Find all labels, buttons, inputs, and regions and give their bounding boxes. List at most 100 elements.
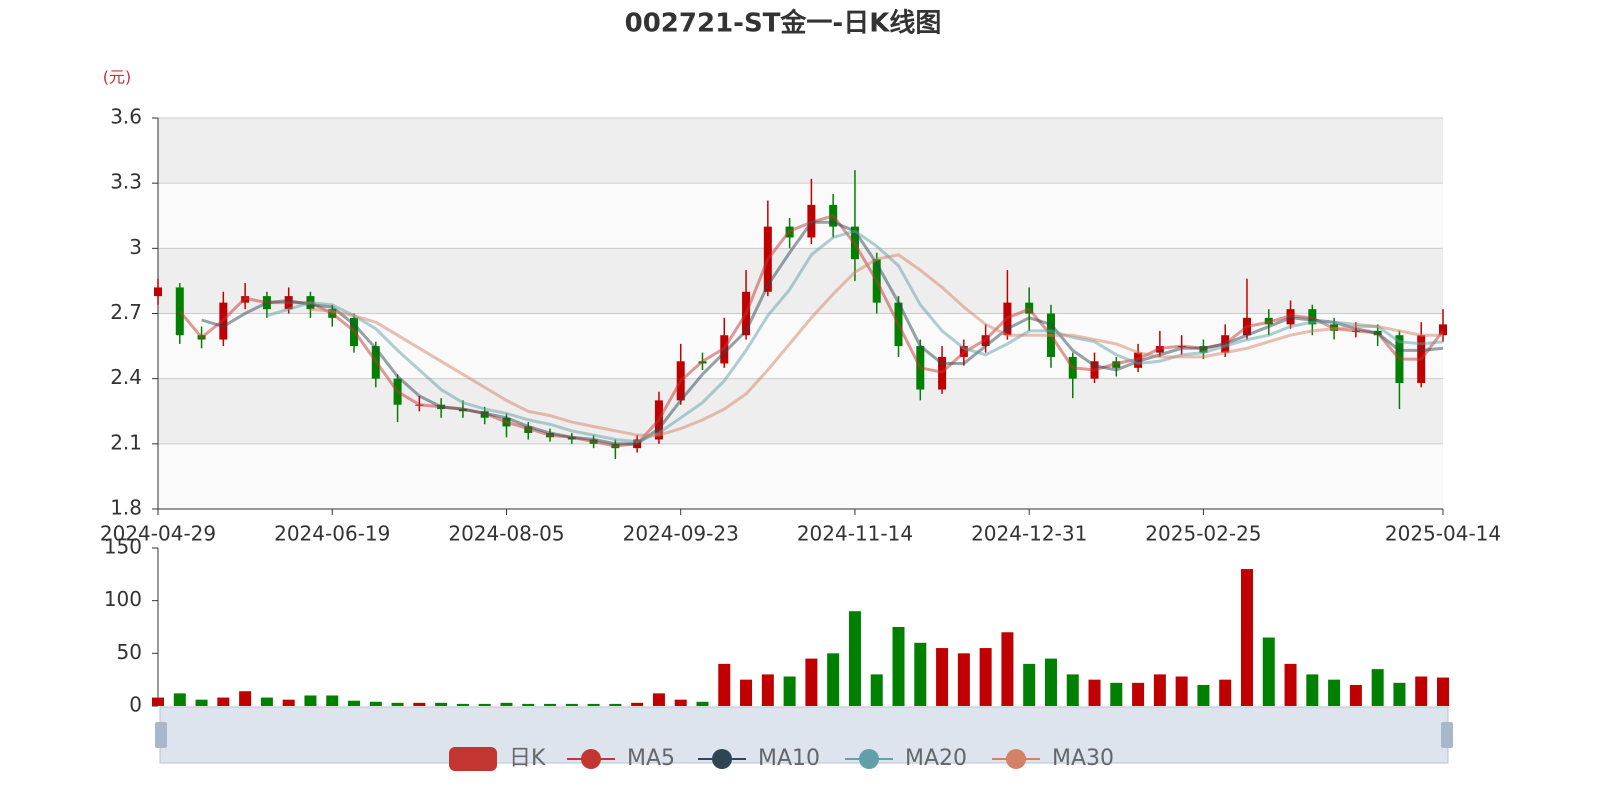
legend-swatch (581, 749, 601, 769)
volume-bar (348, 700, 361, 706)
volume-bar (260, 697, 273, 706)
ma-line (201, 220, 1444, 446)
volume-bar (391, 702, 404, 706)
candle-body (1439, 324, 1447, 336)
volume-bar (369, 701, 382, 706)
volume-bar (718, 663, 731, 706)
volume-bar (783, 676, 796, 706)
volume-bar (1153, 674, 1166, 706)
volume-bar (740, 679, 753, 706)
volume-bar (1132, 682, 1145, 706)
legend-swatch (449, 747, 497, 771)
legend-label: MA5 (627, 746, 675, 771)
legend-swatch (1006, 749, 1026, 769)
y-unit: (元) (103, 68, 132, 87)
volume-bar (195, 699, 208, 706)
slider-handle[interactable] (1441, 722, 1453, 748)
x-tick-label: 2024-06-19 (274, 522, 390, 546)
x-tick-label: 2024-04-29 (100, 522, 216, 546)
y-tick-label: 1.8 (110, 496, 142, 520)
volume-bar (500, 702, 513, 706)
volume-bar (1415, 676, 1428, 706)
slider-track[interactable] (159, 706, 1449, 764)
volume-bar (979, 648, 992, 706)
x-tick-label: 2024-09-23 (623, 522, 739, 546)
x-tick-label: 2024-11-14 (797, 522, 913, 546)
x-tick-label: 2024-12-31 (971, 522, 1087, 546)
volume-tick-label: 50 (117, 640, 142, 664)
volume-bar (1437, 677, 1449, 706)
volume-bar (1175, 676, 1188, 706)
volume-bar (696, 701, 709, 706)
volume-bar (1328, 679, 1341, 706)
volume-bar (413, 702, 426, 706)
volume-bar (609, 703, 622, 706)
volume-bar (1110, 682, 1123, 706)
volume-bar (1393, 682, 1406, 706)
volume-bar (1219, 679, 1232, 706)
volume-bar (1197, 684, 1210, 706)
y-tick-label: 3.6 (110, 105, 142, 129)
volume-bar (1240, 569, 1253, 706)
y-tick-label: 2.4 (110, 365, 142, 389)
grid-band (158, 248, 1443, 314)
volume-bar (674, 699, 687, 706)
volume-bar (304, 695, 317, 706)
legend-swatch (712, 749, 732, 769)
y-tick-label: 3 (129, 235, 142, 259)
volume-bar (565, 703, 578, 706)
volume-bar (1284, 663, 1297, 706)
volume-tick-label: 100 (104, 587, 142, 611)
volume-bar (892, 627, 905, 706)
slider-handle[interactable] (155, 722, 167, 748)
volume-bar (805, 658, 818, 706)
volume-bar (936, 648, 949, 706)
volume-bar (827, 653, 840, 706)
volume-bar (217, 697, 230, 706)
volume-bar (652, 693, 665, 706)
volume-tick-label: 0 (129, 693, 142, 717)
volume-bar (239, 691, 252, 706)
volume-bar (1001, 632, 1014, 706)
x-tick-label: 2024-08-05 (448, 522, 564, 546)
volume-bar (848, 611, 861, 706)
volume-bar (1066, 674, 1079, 706)
volume-bar (1088, 679, 1101, 706)
volume-tick-label: 150 (104, 535, 142, 559)
volume-bar (631, 702, 644, 706)
y-tick-label: 3.3 (110, 170, 142, 194)
volume-bar (282, 699, 295, 706)
grid-band (158, 378, 1443, 444)
legend-label: 日K (509, 746, 546, 771)
grid-band (158, 443, 1443, 509)
x-tick-label: 2025-04-14 (1385, 522, 1501, 546)
volume-bar (870, 674, 883, 706)
volume-bar (1044, 658, 1057, 706)
volume-bar (435, 702, 448, 706)
y-tick-label: 2.1 (110, 430, 142, 454)
volume-bar (914, 642, 927, 706)
volume-bar (761, 674, 774, 706)
volume-bar (1306, 674, 1319, 706)
volume-bar (478, 703, 491, 706)
ma-line (266, 229, 1444, 444)
volume-bar (1023, 663, 1036, 706)
zoom-slider[interactable] (155, 706, 1453, 764)
legend-label: MA30 (1052, 746, 1114, 771)
volume-bar (456, 703, 469, 706)
chart-title: 002721-ST金一-日K线图 (625, 8, 942, 39)
volume-bar (1262, 637, 1275, 706)
y-tick-label: 2.7 (110, 300, 142, 324)
volume-bar (1371, 669, 1384, 706)
candle-body (154, 287, 162, 297)
plot: 1.8 2.1 2.4 2.7 3 3.3 3.6 2024-04-29 2024-06-19 2… (100, 105, 1501, 717)
volume-bar (544, 703, 557, 706)
volume-bar (522, 703, 535, 706)
volume-bar (173, 693, 186, 706)
legend-label: MA10 (758, 746, 820, 771)
grid-band (158, 118, 1443, 184)
legend-label: MA20 (905, 746, 967, 771)
volume-bar (326, 695, 339, 706)
